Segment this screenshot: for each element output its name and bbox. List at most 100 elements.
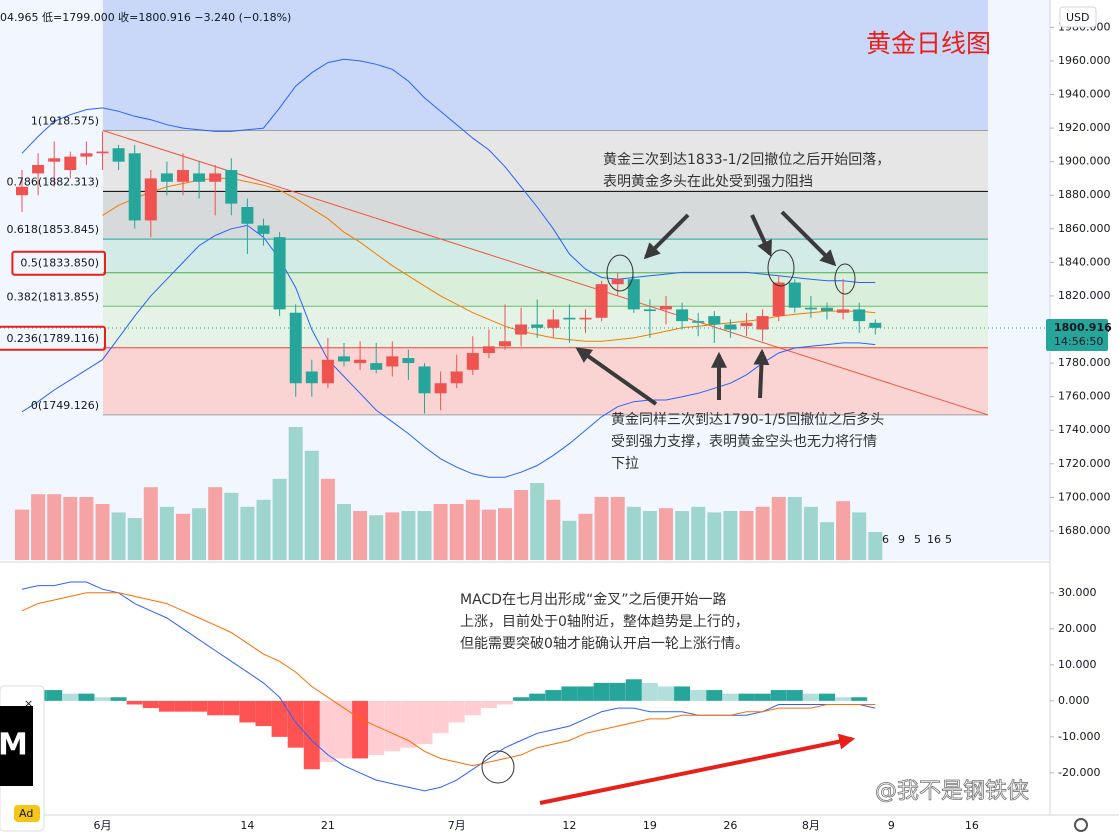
arrow	[643, 213, 690, 260]
x-tick-label: 26	[723, 819, 737, 832]
currency-label[interactable]: USD	[1066, 11, 1090, 24]
volume-bar	[868, 532, 883, 560]
volume-bar	[47, 494, 62, 560]
histogram-bar	[497, 700, 513, 705]
event-flag: 5	[945, 533, 952, 546]
histogram-bar	[625, 679, 642, 701]
y-tick-label: 1900.000	[1058, 155, 1111, 168]
histogram-bar	[336, 700, 352, 759]
volume-bar	[852, 512, 867, 560]
candle-body	[499, 341, 511, 347]
histogram-bar	[255, 700, 272, 727]
candle-body	[466, 353, 479, 370]
fib-zone	[103, 130, 988, 192]
circle	[606, 254, 634, 292]
volume-bar	[739, 511, 754, 560]
fib-label: 1(1918.575)	[31, 114, 99, 127]
signal-line	[21, 592, 876, 767]
volume-bar	[385, 512, 400, 560]
annotation-text: 但能需要突破0轴才能确认开启一轮上涨行情。	[460, 636, 749, 652]
histogram-bar	[271, 700, 288, 737]
volume-bar	[787, 497, 802, 560]
bollinger-lower	[21, 224, 876, 478]
fib-zone	[103, 347, 988, 415]
settings-icon[interactable]	[1074, 818, 1088, 832]
y-tick-label: -10.000	[1058, 730, 1100, 743]
y-tick-label: 1820.000	[1058, 289, 1111, 302]
histogram-bar	[545, 690, 562, 701]
histogram-bar	[754, 693, 771, 701]
candle-body	[32, 165, 45, 174]
y-tick-label: 1920.000	[1058, 121, 1111, 134]
candle-body	[708, 316, 721, 325]
candle-body	[434, 383, 447, 394]
candle-body	[482, 346, 495, 354]
volume-bar	[642, 511, 657, 560]
arrow	[753, 348, 770, 399]
volume-bar	[723, 511, 738, 560]
y-tick-label: 0.000	[1058, 694, 1090, 707]
y-tick-label: 1780.000	[1058, 356, 1111, 369]
currency-select[interactable]	[1059, 6, 1097, 28]
volume-bar	[337, 504, 351, 560]
y-tick-label: 1880.000	[1058, 188, 1111, 201]
volume-bar	[771, 497, 786, 560]
volume-bar	[481, 509, 496, 560]
histogram-bar	[94, 697, 111, 701]
x-tick-label: 9	[888, 819, 895, 832]
histogram-bar	[513, 697, 530, 701]
y-tick-label: 1960.000	[1058, 54, 1111, 67]
y-tick-label: 1760.000	[1058, 390, 1111, 403]
trend-line	[102, 129, 989, 416]
candle-body	[273, 237, 286, 310]
candle-body	[386, 356, 399, 367]
candle-body	[64, 156, 77, 171]
volume-bar	[127, 518, 142, 560]
volume-bar	[610, 497, 625, 560]
candle-body	[611, 279, 624, 285]
volume-bar	[224, 492, 239, 560]
trend-arrow	[539, 733, 856, 805]
volume-bar	[176, 513, 190, 560]
candle-body	[563, 317, 576, 320]
histogram-bar	[722, 693, 739, 701]
fib-label: 0.382(1813.855)	[6, 290, 99, 303]
x-tick-label: 14	[240, 819, 254, 832]
candle-body	[869, 322, 882, 328]
candle-body	[160, 173, 173, 182]
candle-body	[370, 363, 383, 370]
histogram-bar	[464, 700, 481, 716]
volume-bar	[369, 515, 384, 560]
histogram-bar	[770, 690, 787, 701]
fib-zone	[103, 272, 988, 307]
volume-bar	[95, 504, 110, 560]
volume-bar	[15, 509, 29, 560]
arrow	[750, 214, 772, 257]
fib-label: 0.786(1882.313)	[6, 175, 99, 188]
volume-bar	[707, 512, 722, 560]
candle-body	[418, 366, 431, 394]
volume-bar	[111, 512, 126, 560]
candle-body	[676, 309, 689, 322]
ad-logo-glyph: M	[0, 728, 28, 763]
candle-body	[144, 178, 157, 221]
volume-bar	[594, 497, 609, 560]
volume-bar	[546, 499, 561, 560]
ad-close[interactable]: ×	[24, 697, 33, 710]
volume-bar	[143, 487, 158, 560]
fib-label: 0.236(1789.116)	[6, 332, 99, 345]
watermark: @我不是钢铁侠	[875, 779, 1029, 804]
fib-label: 0(1749.126)	[31, 399, 99, 412]
volume-bar	[353, 511, 368, 560]
y-tick-label: -20.000	[1058, 766, 1100, 779]
candle-body	[821, 307, 833, 312]
volume-bar	[498, 508, 512, 560]
candle-body	[853, 309, 866, 322]
annotation-text: 黄金同样三次到达1790-1/5回撤位之后多头	[611, 411, 884, 428]
volume-bar	[836, 501, 851, 560]
range-highlight	[103, 0, 988, 131]
y-tick-label: 1840.000	[1058, 255, 1111, 268]
y-tick-label: 20.000	[1058, 622, 1097, 635]
